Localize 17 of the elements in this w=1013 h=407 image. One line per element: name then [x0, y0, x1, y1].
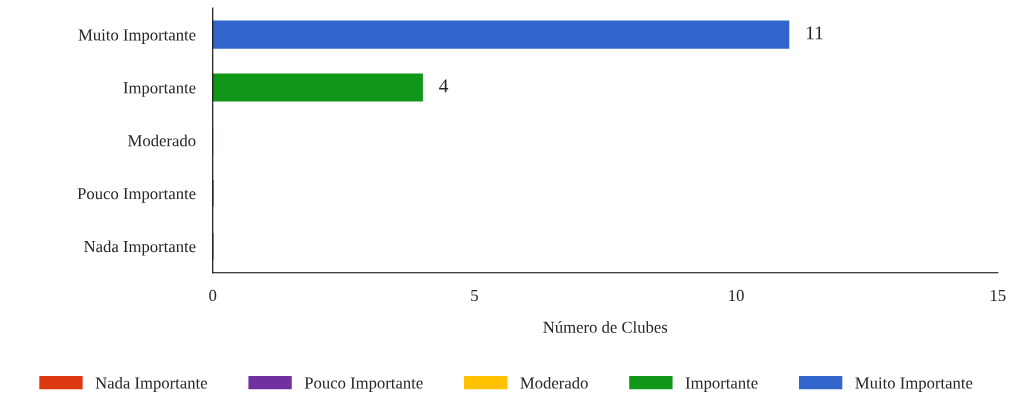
x-tick-label: 0	[209, 289, 217, 302]
legend-label: Muito Importante	[855, 377, 973, 392]
data-label: 4	[439, 79, 449, 93]
legend-label: Importante	[685, 377, 758, 392]
y-tick-label: Muito Importante	[78, 29, 196, 44]
x-axis-title: Número de Clubes	[543, 321, 668, 333]
x-tick-label: 15	[990, 289, 1006, 302]
x-tick-label: 10	[729, 289, 744, 302]
y-tick-label: Moderado	[128, 134, 196, 147]
y-tick-label: Nada Importante	[84, 240, 196, 256]
data-label: 11	[806, 26, 823, 40]
y-tick-label: Importante	[123, 82, 196, 97]
legend-label: Moderado	[520, 376, 588, 389]
legend-label: Nada Importante	[95, 376, 208, 392]
x-tick-label: 5	[471, 290, 478, 302]
y-tick-label: Pouco Importante	[77, 188, 196, 203]
legend-label: Pouco Importante	[304, 377, 423, 392]
